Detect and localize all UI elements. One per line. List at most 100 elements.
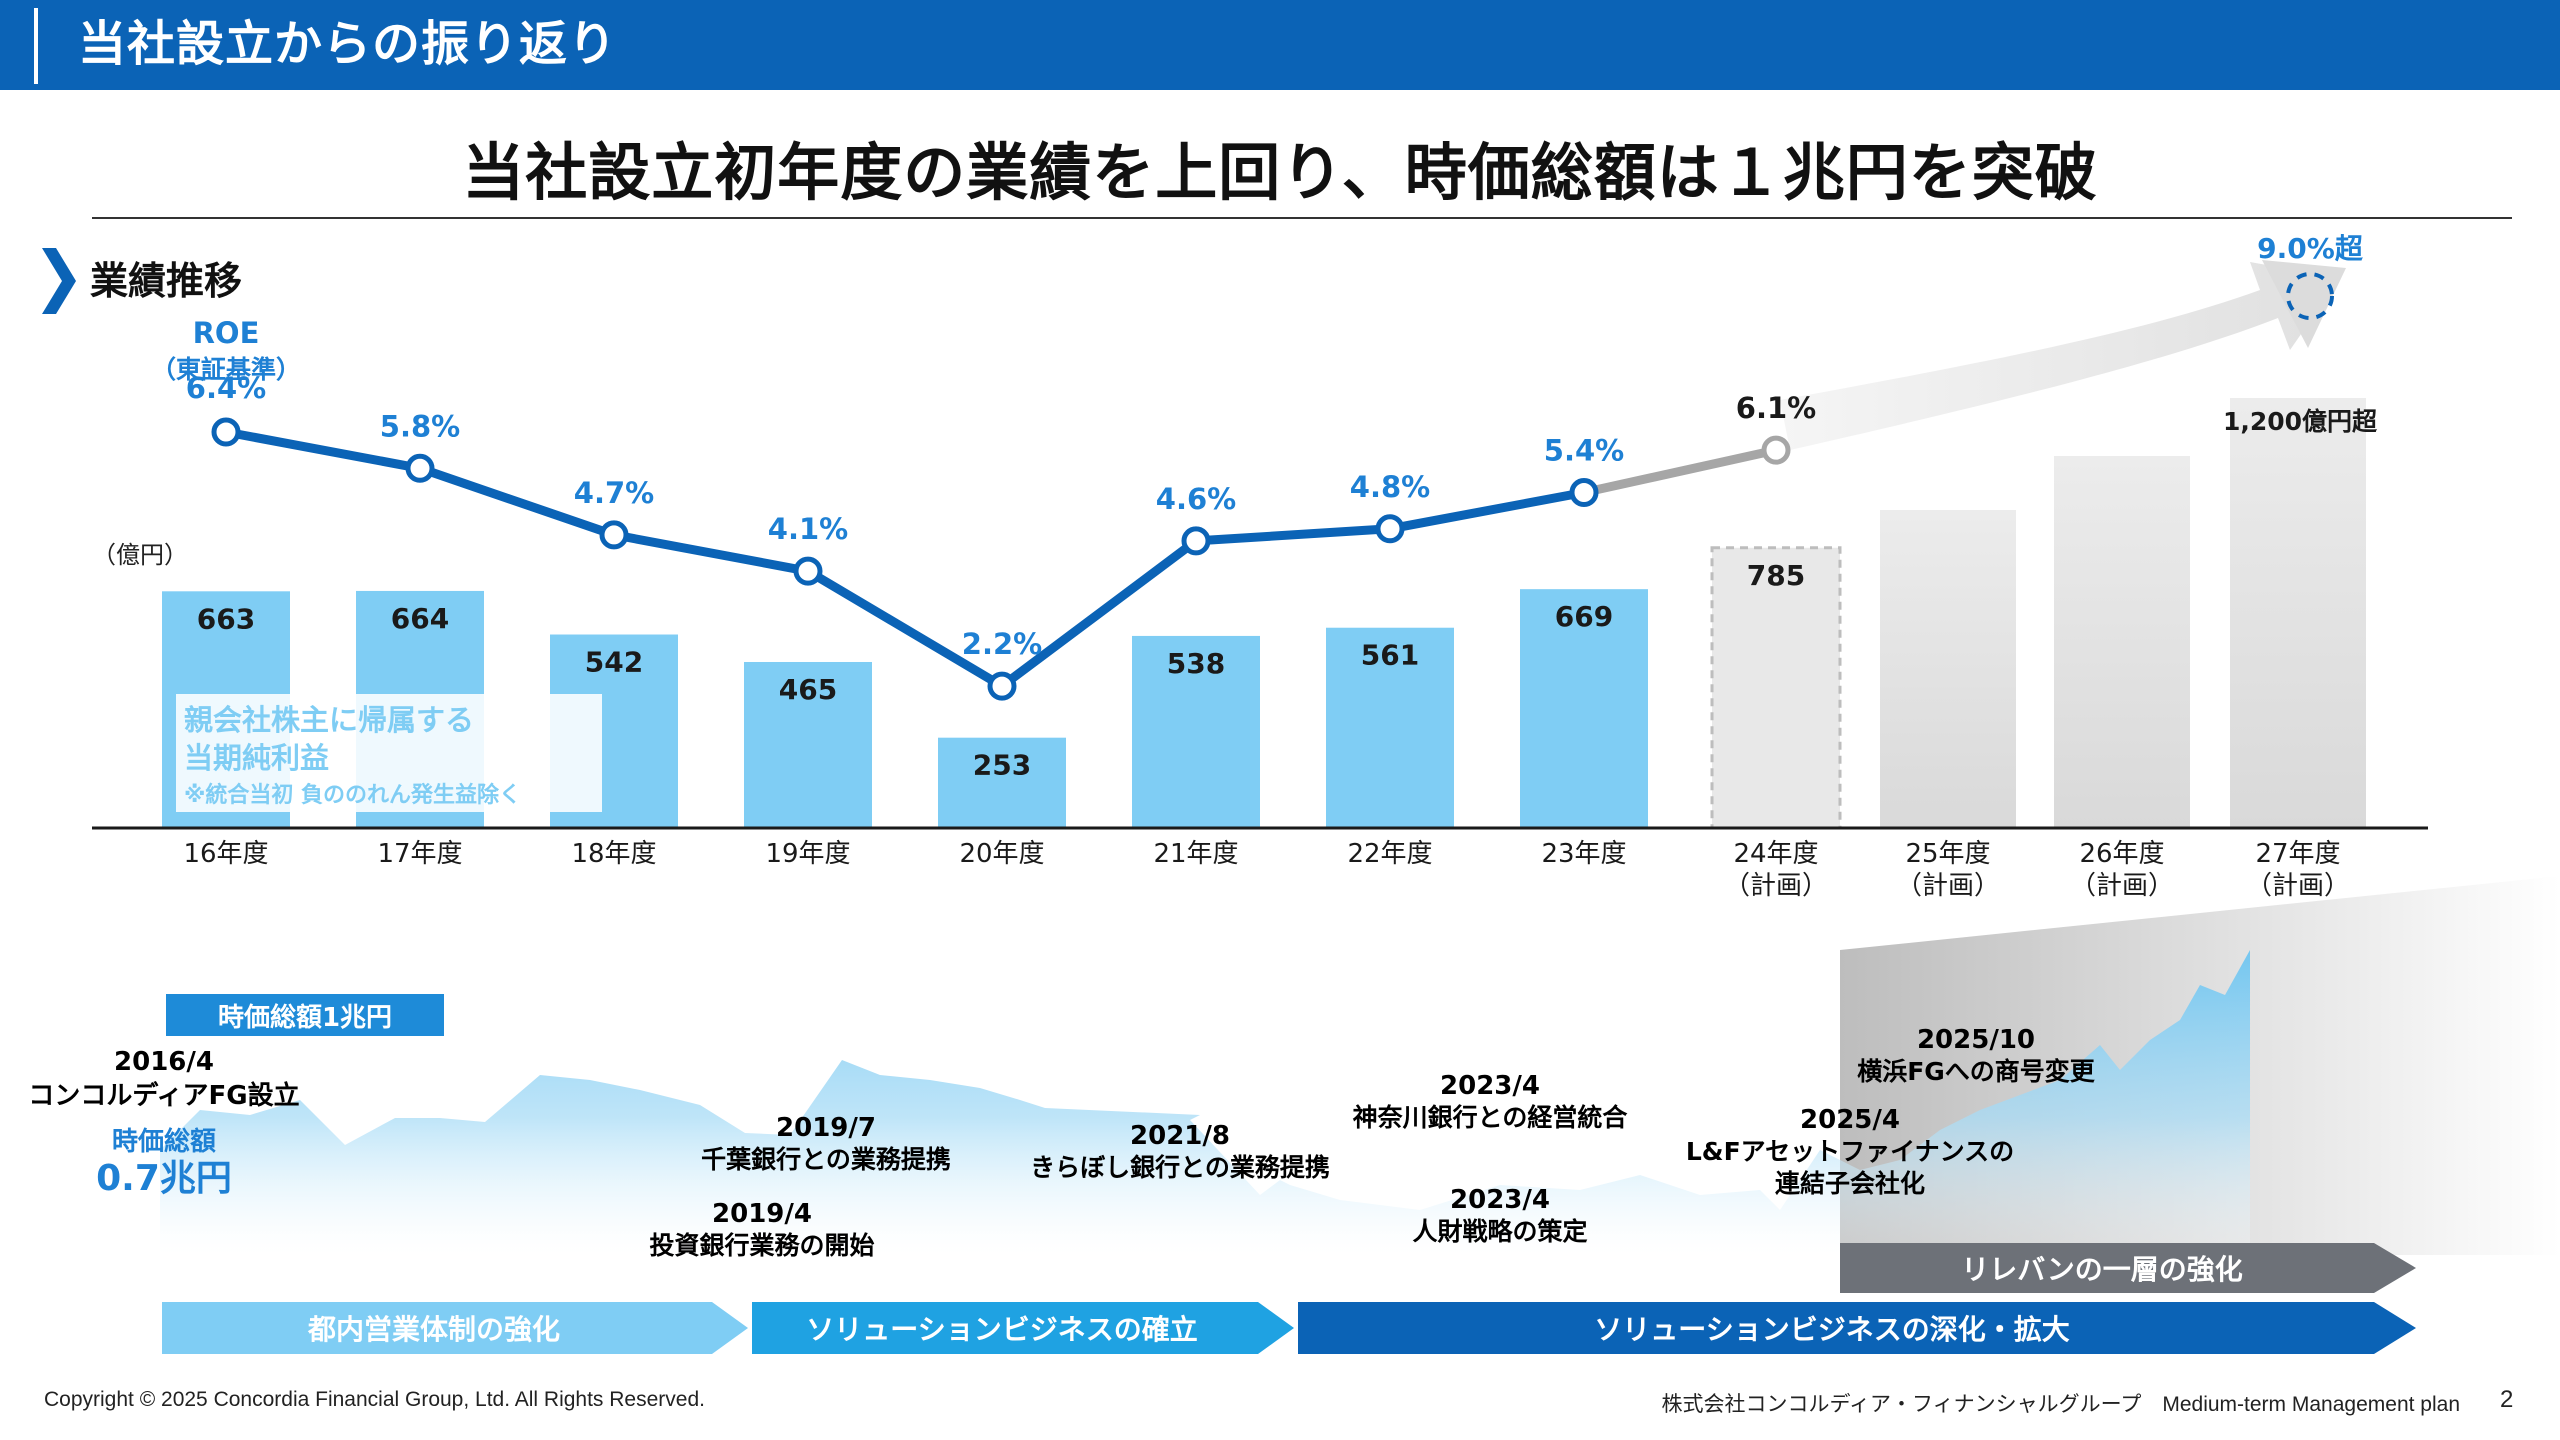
event-text: 千葉銀行との業務提携 <box>701 1145 951 1174</box>
x-tick-label: 19年度 <box>765 839 850 869</box>
x-axis: 16年度 17年度 18年度 19年度 20年度 21年度 22年度 23年度 24年度（計画）… <box>92 826 2428 901</box>
bar-value-label: 785 <box>1747 559 1805 592</box>
roe-point <box>793 556 823 586</box>
section-chevron-icon <box>42 248 76 314</box>
roe-plan-line <box>1583 445 1777 497</box>
market-cap-1tn-badge <box>166 994 444 1036</box>
roe-value-label: 2.2% <box>962 627 1042 661</box>
roe-value-label: 4.8% <box>1350 470 1430 504</box>
headline: 当社設立初年度の業績を上回り、時価総額は１兆円を突破 <box>462 136 2098 209</box>
bar-value-label: 663 <box>197 602 255 635</box>
profit-bar <box>1520 589 1648 828</box>
event-date: 2025/10 <box>1917 1025 2035 1055</box>
event-date: 2025/4 <box>1800 1105 1900 1135</box>
event-date: 2023/4 <box>1440 1071 1540 1101</box>
roe-value-label: 6.4% <box>186 371 266 405</box>
headline-rule <box>92 217 2512 219</box>
x-tick-sublabel: （計画） <box>2246 871 2350 901</box>
x-tick-sublabel: （計画） <box>1724 871 1828 901</box>
phase-2-label: ソリューションビジネスの確立 <box>806 1313 1197 1346</box>
profit-bar <box>1326 627 1454 828</box>
event-date: 2019/7 <box>776 1113 876 1143</box>
x-tick-label: 21年度 <box>1153 839 1238 869</box>
roe-value-label: 4.7% <box>574 476 654 510</box>
target-roe-marker <box>2286 272 2334 320</box>
x-tick-label: 16年度 <box>183 839 268 869</box>
event-text: 投資銀行業務の開始 <box>649 1231 874 1260</box>
footer-company: 株式会社コンコルディア・フィナンシャルグループ Medium-term Mana… <box>1661 1393 2460 1416</box>
start-event: コンコルディアFG設立 <box>28 1080 299 1111</box>
phase-arrow-3 <box>1298 1302 2416 1354</box>
profit-legend-line2: 当期純利益 <box>184 741 329 775</box>
profit-legend-line1: 親会社株主に帰属する <box>184 703 474 737</box>
x-tick-label: 25年度 <box>1905 839 1990 869</box>
copyright: Copyright © 2025 Concordia Financial Gro… <box>44 1388 705 1411</box>
event-date: 2023/4 <box>1450 1185 1550 1215</box>
page-number: 2 <box>2500 1386 2514 1413</box>
roe-basis-label: （東証基準） <box>151 355 301 384</box>
profit-bar <box>938 737 1066 828</box>
market-cap-area <box>160 950 2250 1255</box>
profit-bar <box>744 661 872 828</box>
plan-bar <box>1880 510 2016 828</box>
event-date: 2021/8 <box>1130 1121 1230 1151</box>
x-tick-label: 24年度 <box>1733 839 1818 869</box>
bar-value-label: 561 <box>1361 639 1419 672</box>
roe-plan-point <box>1761 435 1791 465</box>
x-tick-label: 17年度 <box>377 839 462 869</box>
roe-point <box>1569 478 1599 507</box>
phase-arrow-1 <box>162 1302 748 1354</box>
slide-title: 当社設立からの振り返り <box>78 16 618 72</box>
plan-bar <box>1710 546 1842 830</box>
event-text: 神奈川銀行との経営統合 <box>1353 1103 1629 1132</box>
roe-point <box>1375 514 1405 544</box>
market-cap-1tn-label: 時価総額1兆円 <box>218 1002 392 1033</box>
growth-arrow-shape <box>1780 262 2340 450</box>
roe-value-label: 6.1% <box>1736 391 1816 425</box>
phase-arrow-2 <box>752 1302 1294 1354</box>
x-tick-label: 23年度 <box>1541 839 1626 869</box>
start-cap-label: 時価総額 <box>112 1126 216 1157</box>
phase-arrow-relban <box>1840 1243 2416 1293</box>
section-title: 業績推移 <box>90 259 243 303</box>
plan-bar <box>2054 456 2190 828</box>
event-text: L&Fアセットファイナンスの <box>1686 1137 2014 1166</box>
event-date: 2019/4 <box>712 1199 812 1229</box>
roe-point <box>211 417 241 447</box>
x-tick-label: 20年度 <box>959 839 1044 869</box>
target-roe-label: 9.0%超 <box>2257 232 2364 265</box>
start-date: 2016/4 <box>114 1047 214 1077</box>
x-tick-label: 27年度 <box>2255 839 2340 869</box>
bar-value-label: 538 <box>1167 647 1225 680</box>
x-tick-sublabel: （計画） <box>2070 871 2174 901</box>
roe-point <box>405 453 435 483</box>
header-bar: 当社設立からの振り返り <box>0 0 2560 90</box>
roe-value-label: 4.6% <box>1156 482 1236 516</box>
bar-value-label: 253 <box>973 749 1031 782</box>
roe-value-label: 5.4% <box>1544 434 1624 468</box>
profit-bar <box>1132 635 1260 828</box>
bar-value-label: 669 <box>1555 600 1613 633</box>
roe-point <box>599 520 629 550</box>
x-tick-sublabel: （計画） <box>1896 871 2000 901</box>
roe-value-label: 4.1% <box>768 512 848 546</box>
roe-point <box>987 671 1017 701</box>
phase-relban-label: リレバンの一層の強化 <box>1961 1253 2242 1286</box>
bar-value-label: 542 <box>585 646 643 679</box>
event-text: 横浜FGへの商号変更 <box>1857 1057 2096 1086</box>
target-profit-label: 1,200億円超 <box>2223 407 2378 436</box>
x-tick-label: 26年度 <box>2079 839 2164 869</box>
bar-value-label: 465 <box>779 673 837 706</box>
profit-legend-box <box>176 694 602 812</box>
header-divider <box>34 8 38 84</box>
x-tick-label: 22年度 <box>1347 839 1432 869</box>
roe-value-label: 5.8% <box>380 409 460 443</box>
unit-label: （億円） <box>92 541 188 569</box>
phase-3-label: ソリューションビジネスの深化・拡大 <box>1594 1313 2069 1346</box>
roe-label: ROE <box>193 316 260 350</box>
roe-point <box>1181 526 1211 556</box>
start-cap-value: 0.7兆円 <box>96 1158 232 1199</box>
roe-series: 6.4% 5.8% 4.7% 4.1% 2.2% 4.6% 4.8% 5.4% 6.1% <box>186 371 1816 701</box>
roe-line <box>225 427 1585 691</box>
